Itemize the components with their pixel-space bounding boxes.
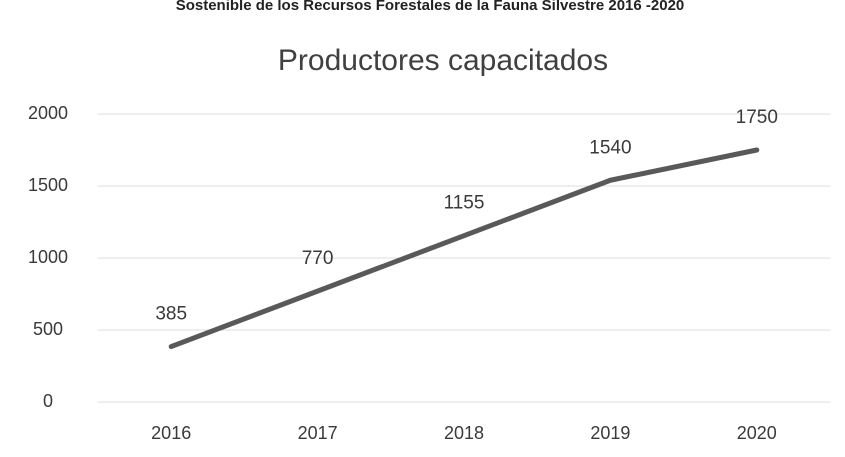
y-tick-label: 2000 xyxy=(28,103,68,123)
x-tick-label: 2017 xyxy=(298,423,338,443)
chart-title: Productores capacitados xyxy=(278,44,608,77)
y-tick-label: 0 xyxy=(43,391,53,411)
data-label: 1540 xyxy=(589,137,631,158)
y-tick-label: 1000 xyxy=(28,247,68,267)
y-tick-label: 500 xyxy=(33,319,63,339)
data-label: 1750 xyxy=(736,107,778,128)
x-tick-label: 2016 xyxy=(151,423,191,443)
x-tick-label: 2018 xyxy=(444,423,484,443)
y-tick-label: 1500 xyxy=(28,175,68,195)
chart-subtitle: Sostenible de los Recursos Forestales de… xyxy=(176,0,685,14)
x-tick-label: 2019 xyxy=(590,423,630,443)
data-label: 385 xyxy=(155,304,187,325)
x-tick-label: 2020 xyxy=(737,423,777,443)
data-label: 1155 xyxy=(444,193,485,214)
data-line xyxy=(168,147,760,350)
data-label: 770 xyxy=(302,248,334,269)
